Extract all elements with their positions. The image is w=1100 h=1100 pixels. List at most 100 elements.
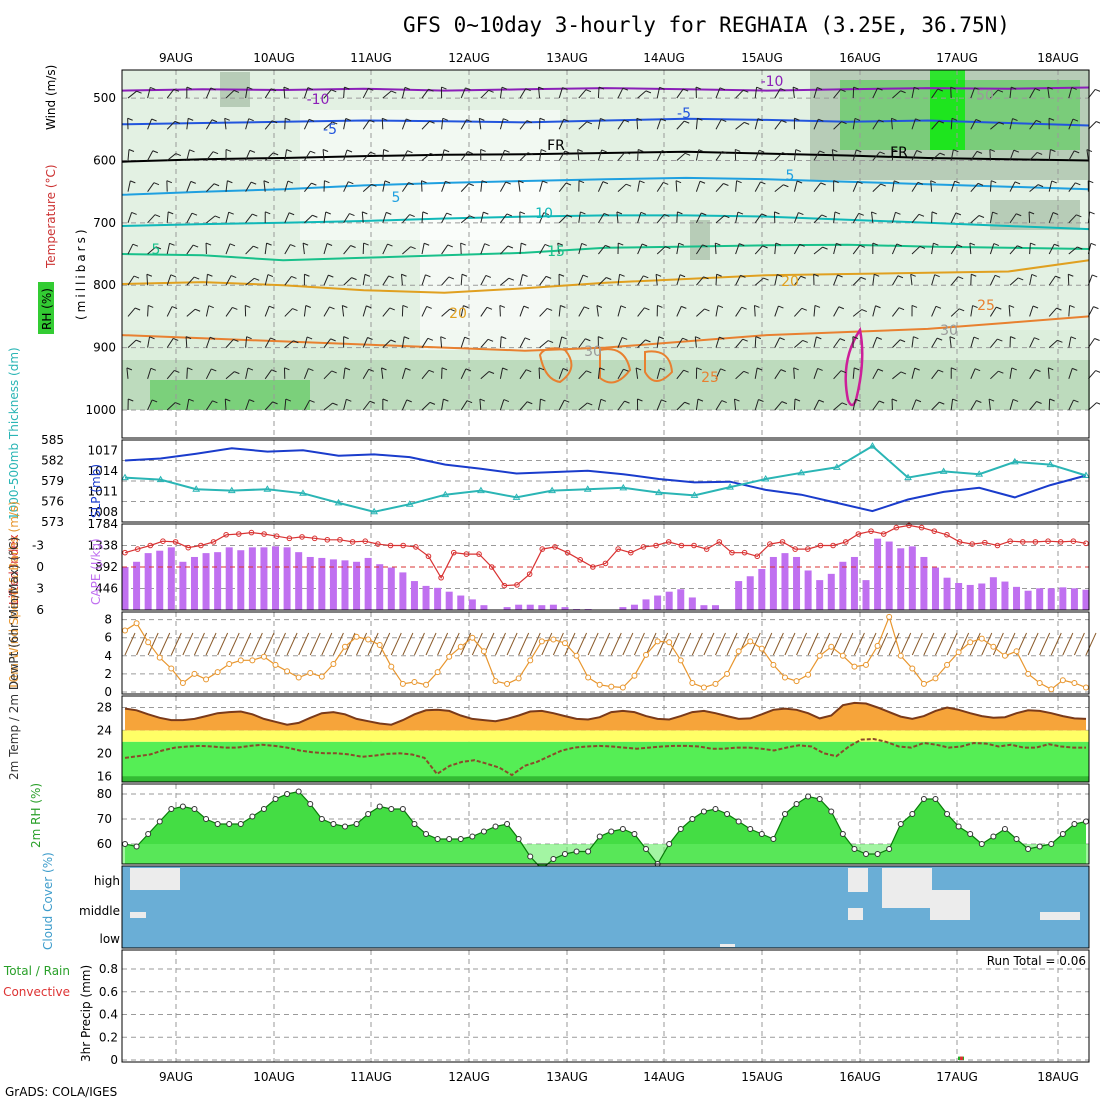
wind-barb: [911, 182, 919, 192]
wind-barb-flag: [371, 183, 377, 187]
wind-barb-flag: [585, 89, 592, 93]
wind-barb-flag: [224, 117, 230, 121]
wind-barb-flag: [342, 305, 348, 308]
wind-barb: [126, 367, 129, 379]
wind-barb: [1029, 120, 1037, 130]
thickness-point: [477, 486, 485, 494]
cape-bar: [295, 552, 303, 610]
lifted-index-point: [931, 528, 938, 534]
wind-barb: [1047, 367, 1050, 379]
lifted-index-point: [413, 544, 419, 550]
rh-point: [990, 833, 997, 840]
wind-barb: [441, 308, 451, 317]
thickness-point: [1010, 457, 1019, 465]
wind-barb-flag: [600, 398, 607, 402]
lifted-index-point: [324, 536, 331, 543]
wind-barb: [1068, 368, 1073, 379]
wind-tick-label: 8: [104, 613, 112, 627]
wind-barb-flag: [821, 214, 827, 218]
isotherm-label: 10: [535, 206, 553, 222]
wind-barb: [127, 180, 131, 192]
wind-barb-flag: [1032, 305, 1039, 309]
wind-barb-flag: [525, 88, 531, 92]
wind-barb-flag: [540, 149, 547, 153]
wind-barb-flag: [958, 308, 965, 312]
thickness-point: [263, 485, 272, 492]
wind-barb: [539, 398, 541, 411]
wind-barb-flag: [460, 242, 466, 246]
wind-barb-flag: [479, 117, 485, 121]
cape-bar: [121, 567, 129, 610]
wind-barb-flag: [1077, 246, 1083, 250]
wind-barb-flag: [853, 86, 859, 90]
wind-barb: [774, 274, 778, 286]
wind-speed-point: [515, 675, 522, 682]
wind-barb-flag: [587, 402, 593, 406]
isotherm-label: 20: [781, 274, 799, 290]
wind-barb: [1009, 277, 1019, 286]
cape-bar: [897, 548, 905, 610]
wind-barb: [1068, 214, 1077, 224]
wind-barb-flag: [879, 151, 885, 155]
wind-barb-flag: [465, 368, 472, 372]
wind-barb-flag: [600, 117, 606, 121]
wind-barb-flag: [637, 398, 643, 402]
wind-barb: [833, 89, 841, 99]
wind-barb: [382, 212, 387, 224]
wind-barb-flag: [723, 183, 729, 186]
wind-barb: [284, 308, 293, 317]
wind-barb-flag: [210, 87, 216, 91]
wind-speed-point: [978, 635, 985, 642]
wind-barb: [911, 150, 918, 161]
wind-speed-point: [608, 683, 615, 690]
wind-speed-point: [492, 678, 499, 685]
wind-barb-flag: [331, 370, 337, 374]
lifted-index-point: [185, 544, 192, 551]
wind-barb-flag: [1034, 88, 1041, 91]
wind-speed-point: [677, 657, 684, 664]
wind-barb: [774, 152, 783, 161]
wind-speed-point: [747, 638, 754, 645]
rh-point: [781, 811, 788, 817]
pressure-tick-label: 800: [93, 278, 116, 292]
wind-barb: [166, 153, 177, 161]
wind-barb-flag: [989, 149, 996, 152]
cloud-clear-patch: [130, 912, 146, 918]
wind-barb: [696, 308, 705, 317]
cape-bar: [630, 604, 638, 610]
cloud-clear-patch: [848, 908, 863, 920]
wind-barb: [341, 305, 345, 317]
lifted-index-point: [286, 535, 293, 542]
wind-barb-flag: [153, 182, 160, 186]
wind-barb-flag: [1056, 307, 1062, 311]
cape-bar: [202, 553, 210, 610]
wind-barb-flag: [522, 274, 528, 277]
wind-barb-flag: [641, 243, 648, 247]
wind-barb-flag: [247, 367, 254, 371]
wind-barb: [480, 180, 483, 192]
wind-barb-flag: [599, 367, 605, 371]
wind-barb-flag: [188, 117, 194, 121]
wind-barb-flag: [465, 87, 471, 91]
wind-barb: [656, 246, 666, 255]
wind-barb: [1068, 118, 1074, 130]
isotherm-FR: [121, 150, 1090, 163]
wind-barb: [1009, 245, 1018, 255]
lifted-index-point: [236, 531, 242, 537]
wind-barb: [990, 338, 998, 348]
rh-point: [434, 836, 441, 842]
cape-bar: [619, 607, 627, 610]
cape-tick-label: 1784: [87, 517, 118, 531]
wind-barb: [597, 181, 604, 192]
wind-barb: [911, 336, 914, 348]
lifted-index-point: [514, 582, 520, 588]
cape-bar: [931, 567, 939, 610]
cape-bar: [214, 552, 222, 610]
wind-barb-flag: [913, 336, 919, 340]
thickness-point: [1046, 460, 1055, 468]
wind-barb-flag: [445, 180, 451, 184]
wind-barb-flag: [698, 149, 704, 153]
wind-barb-flag: [186, 86, 193, 90]
wind-barb-flag: [742, 338, 748, 342]
wind-barb: [911, 399, 917, 411]
